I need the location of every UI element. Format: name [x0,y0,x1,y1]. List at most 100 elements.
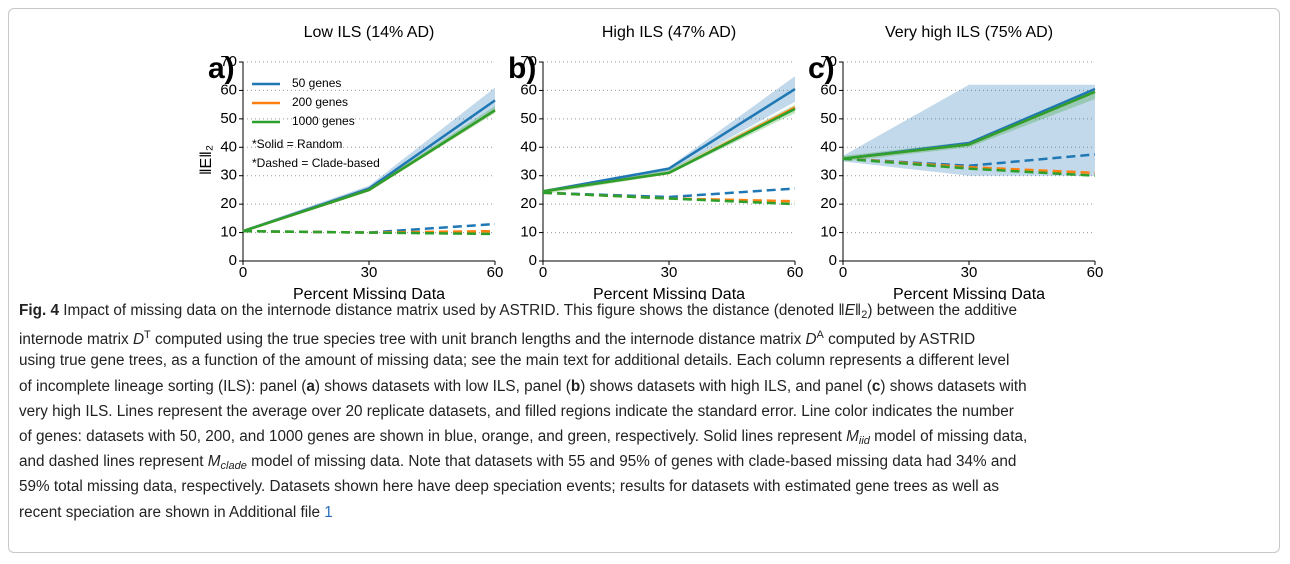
series-line [842,90,1096,160]
y-tick-label: 30 [520,167,537,184]
series-line [842,157,1096,177]
caption-text: model of missing data. Note that dataset… [246,453,1017,471]
y-tick-label: 10 [520,224,537,241]
legend-label: 50 genes [292,76,341,90]
y-tick-label: 70 [520,53,537,70]
caption-text: Fig. 4 [19,302,59,319]
caption-line: 59% total missing data, respectively. Da… [19,474,1279,499]
y-tick-label: 0 [229,252,237,269]
x-tick-label: 0 [239,264,247,281]
x-axis-label: Percent Missing Data [593,286,745,300]
link[interactable]: 1 [324,503,333,521]
x-tick-label: 0 [839,264,847,281]
caption-text: 2 [861,309,868,321]
caption-text: T [144,329,151,342]
y-tick-label: 0 [529,252,537,269]
panel-label: c) [808,52,835,85]
y-tick-label: 50 [820,110,837,127]
x-tick-label: 60 [1087,264,1104,281]
caption-line: using true gene trees, as a function of … [19,348,1279,373]
y-tick-label: 40 [820,138,837,155]
caption-line: very high ILS. Lines represent the avera… [19,399,1279,424]
caption-line: Fig. 4 Impact of missing data on the int… [19,298,1279,323]
caption-text: computed using the true species tree wit… [150,331,806,349]
series-line [242,109,496,233]
y-tick-label: 40 [220,138,237,155]
x-tick-label: 0 [539,264,547,281]
legend-note: *Dashed = Clade-based [252,156,380,170]
series-line [242,229,496,236]
y-tick-label: 10 [220,224,237,241]
caption-text: M [846,427,859,445]
panel-title: Low ILS (14% AD) [304,24,435,41]
caption-text: recent speciation are shown in Additiona… [19,503,325,521]
legend-label: 200 genes [292,95,348,109]
y-tick-label: 60 [220,81,237,98]
y-tick-label: 60 [820,81,837,98]
y-tick-label: 70 [220,53,237,70]
figure-frame [8,8,1280,553]
caption-text: 59% total missing data, respectively. Da… [19,478,1000,496]
caption-text: ‖ [854,302,862,319]
caption-text: model of missing data, [869,427,1028,445]
caption-line: internode matrix DT computed using the t… [19,323,1279,348]
error-band [543,76,795,193]
caption-text: internode matrix [19,331,133,349]
legend-note: *Solid = Random [252,137,342,151]
caption: Fig. 4 Impact of missing data on the int… [19,298,1279,525]
caption-text: ) shows datasets with [880,377,1027,395]
y-tick-label: 10 [820,224,837,241]
caption-line: and dashed lines represent Mclade model … [19,449,1279,474]
y-tick-label: 20 [820,195,837,212]
caption-text: of incomplete lineage sorting (ILS): pan… [19,377,307,395]
caption-line: of genes: datasets with 50, 200, and 100… [19,424,1279,449]
x-axis-label: Percent Missing Data [293,286,445,300]
caption-text: very high ILS. Lines represent the avera… [19,402,1014,420]
error-band [843,84,1095,176]
y-tick-label: 60 [520,81,537,98]
caption-text: M [207,453,221,471]
caption-text: computed by ASTRID [823,331,976,349]
panel-title: Very high ILS (75% AD) [885,24,1053,41]
legend-label: 1000 genes [292,114,355,128]
caption-text: and dashed lines represent [19,453,208,471]
y-tick-label: 50 [520,110,537,127]
series-line [542,87,796,193]
panel-title: High ILS (47% AD) [602,24,736,41]
caption-text: ) shows datasets with low ILS, panel ( [314,377,571,395]
y-tick-label: 0 [829,252,837,269]
panel-label: a) [208,52,235,85]
y-tick-label: 40 [520,138,537,155]
figure: Low ILS (14% AD) a) 0 10 20 30 40 50 60 70 0 30 60 Pe… [198,24,1104,300]
y-tick-label: 30 [820,167,837,184]
x-tick-label: 30 [961,264,978,281]
caption-line: recent speciation are shown in Additiona… [19,500,1279,525]
x-tick-label: 60 [787,264,804,281]
y-tick-label: 70 [820,53,837,70]
series-line [542,187,796,199]
caption-line: of incomplete lineage sorting (ILS): pan… [19,374,1279,399]
caption-text: clade [220,460,247,473]
y-tick-label: 20 [220,195,237,212]
caption-text: D [132,331,144,349]
y-tick-label: 50 [220,110,237,127]
y-axis-label: ‖E‖₂ [198,145,215,175]
caption-text: D [805,331,817,349]
y-tick-label: 20 [520,195,537,212]
series-line [542,107,796,193]
caption-text: of genes: datasets with 50, 200, and 100… [19,427,847,445]
series-line [542,191,796,206]
caption-text: A [816,329,824,342]
x-tick-label: 60 [487,264,504,281]
caption-text: Impact of missing data on the internode … [58,302,845,319]
caption-text: iid [858,434,870,447]
caption-text: ) shows datasets with high ILS, and pane… [580,377,872,395]
panel-label: b) [508,52,536,85]
caption-text: E [844,302,855,319]
caption-text: b [570,377,581,395]
x-tick-label: 30 [361,264,378,281]
caption-text: ) between the additive [867,302,1018,319]
caption-text: a [306,377,315,395]
x-tick-label: 30 [661,264,678,281]
